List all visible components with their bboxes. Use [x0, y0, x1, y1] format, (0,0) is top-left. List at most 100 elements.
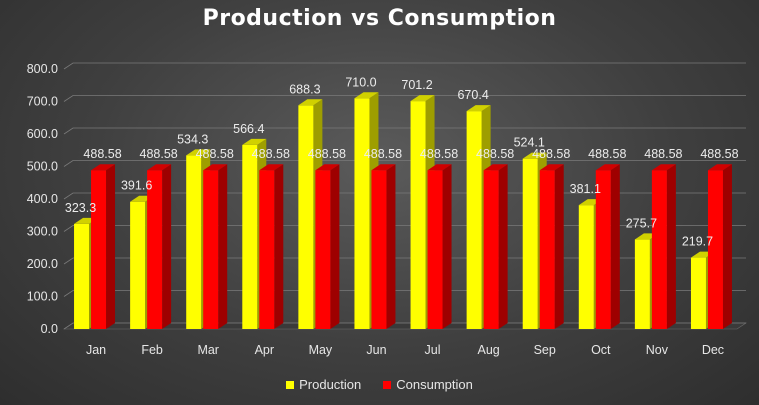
- bar-side: [722, 164, 732, 329]
- bar-top: [354, 92, 379, 99]
- bar-front: [539, 170, 555, 329]
- bar-front: [466, 111, 482, 330]
- data-label-production: 275.7: [626, 216, 657, 230]
- data-label-production: 688.3: [289, 82, 320, 96]
- y-tick-label: 100.0: [27, 290, 58, 304]
- bar-front: [315, 170, 331, 329]
- x-tick-label: Oct: [591, 343, 611, 357]
- bar-consumption-feb: [147, 164, 172, 329]
- bar-consumption-aug: [483, 164, 508, 329]
- bar-front: [651, 170, 667, 329]
- legend-item-production: Production: [286, 377, 361, 392]
- bar-front: [690, 257, 706, 329]
- bar-top: [259, 164, 284, 171]
- bar-top: [539, 164, 564, 171]
- x-tick-label: Nov: [646, 343, 669, 357]
- data-label-consumption: 488.58: [588, 147, 626, 161]
- y-tick-label: 500.0: [27, 160, 58, 174]
- bar-front: [74, 223, 90, 329]
- gridline: [63, 225, 746, 232]
- bar-consumption-nov: [651, 164, 676, 329]
- data-label-production: 566.4: [233, 122, 264, 136]
- bar-top: [466, 105, 491, 112]
- data-label-production: 524.1: [514, 136, 545, 150]
- bar-top: [315, 164, 340, 171]
- bar-top: [595, 164, 620, 171]
- bar-consumption-apr: [259, 164, 284, 329]
- data-label-production: 323.3: [65, 201, 96, 215]
- legend-swatch-consumption: [383, 380, 392, 389]
- bar-front: [242, 144, 258, 329]
- gridline: [63, 62, 746, 70]
- gridline: [63, 257, 746, 265]
- bar-front: [707, 170, 723, 329]
- bar-top: [298, 99, 323, 106]
- bar-front: [203, 170, 219, 329]
- bar-side: [274, 164, 284, 329]
- bar-top: [522, 152, 547, 159]
- bar-front: [147, 170, 163, 329]
- bar-side: [554, 164, 564, 329]
- y-tick-label: 800.0: [27, 62, 58, 76]
- bar-consumption-dec: [707, 164, 732, 329]
- x-tick-label: Jul: [425, 343, 441, 357]
- bar-front: [130, 201, 146, 329]
- chart-legend: Production Consumption: [0, 377, 759, 392]
- bar-side: [386, 164, 396, 329]
- x-tick-label: May: [309, 343, 333, 357]
- data-label-production: 701.2: [401, 78, 432, 92]
- bar-top: [186, 149, 211, 156]
- bar-front: [634, 239, 650, 329]
- data-label-production: 710.0: [345, 75, 376, 89]
- bar-side: [610, 164, 620, 329]
- bar-front: [91, 170, 107, 329]
- data-label-consumption: 488.58: [364, 147, 402, 161]
- data-label-consumption: 488.58: [700, 147, 738, 161]
- bar-consumption-oct: [595, 164, 620, 329]
- bar-top: [483, 164, 508, 171]
- bar-side: [666, 164, 676, 329]
- y-tick-label: 300.0: [27, 225, 58, 239]
- bar-side: [330, 164, 340, 329]
- y-tick-label: 600.0: [27, 127, 58, 141]
- bar-side: [106, 164, 116, 329]
- bar-consumption-mar: [203, 164, 228, 329]
- bar-top: [371, 164, 396, 171]
- data-label-consumption: 488.58: [140, 147, 178, 161]
- bar-consumption-jun: [371, 164, 396, 329]
- y-tick-label: 200.0: [27, 257, 58, 271]
- bar-side: [498, 164, 508, 329]
- data-label-consumption: 488.58: [308, 147, 346, 161]
- bar-side: [218, 164, 228, 329]
- bar-top: [410, 95, 435, 102]
- x-tick-label: Dec: [702, 343, 724, 357]
- data-label-consumption: 488.58: [196, 147, 234, 161]
- data-label-production: 391.6: [121, 179, 152, 193]
- bar-front: [427, 170, 443, 329]
- legend-swatch-production: [286, 380, 295, 389]
- x-tick-label: Jun: [366, 343, 386, 357]
- bar-front: [354, 98, 370, 329]
- data-label-consumption: 488.58: [420, 147, 458, 161]
- bar-top: [203, 164, 228, 171]
- legend-label-consumption: Consumption: [396, 377, 473, 392]
- gridline: [63, 322, 746, 330]
- bar-side: [162, 164, 172, 329]
- bar-front: [371, 170, 387, 329]
- data-label-production: 381.1: [570, 182, 601, 196]
- bar-top: [707, 164, 732, 171]
- bar-front: [298, 105, 314, 330]
- gridline: [63, 290, 746, 297]
- bar-front: [595, 170, 611, 329]
- data-label-production: 670.4: [457, 88, 488, 102]
- bar-top: [91, 164, 116, 171]
- data-label-consumption: 488.58: [83, 147, 121, 161]
- legend-item-consumption: Consumption: [383, 377, 473, 392]
- bar-consumption-jul: [427, 164, 452, 329]
- bar-front: [186, 155, 202, 329]
- y-tick-label: 0.0: [41, 322, 58, 336]
- bar-front: [410, 101, 426, 329]
- legend-label-production: Production: [299, 377, 362, 392]
- bar-top: [242, 138, 267, 145]
